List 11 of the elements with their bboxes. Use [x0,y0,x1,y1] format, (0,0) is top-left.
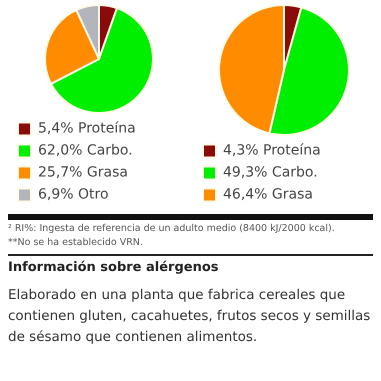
legend-label: 6,9% Otro [38,186,109,203]
text: Elaborado en una planta que fabrica cereales que contienen gluten, cacahuetes, frutos secos y semillas de sésamo que contienen alimentos. [8,286,372,347]
legend-label: 25,7% Grasa [38,164,128,181]
legend-label: 5,4% Proteína [38,120,136,137]
legend-label: 62,0% Carbo. [38,142,133,159]
text: Información sobre alérgenos [8,260,220,275]
text: **No se ha establecido VRN. [8,236,144,250]
legend-label: 46,4% Grasa [223,186,313,203]
legend-label: 49,3% Carbo. [223,164,318,181]
text: ² RI%: Ingesta de referencia de un adulto medio (8400 kJ/2000 kcal). [8,222,336,236]
legend-label: 4,3% Proteína [223,142,321,159]
